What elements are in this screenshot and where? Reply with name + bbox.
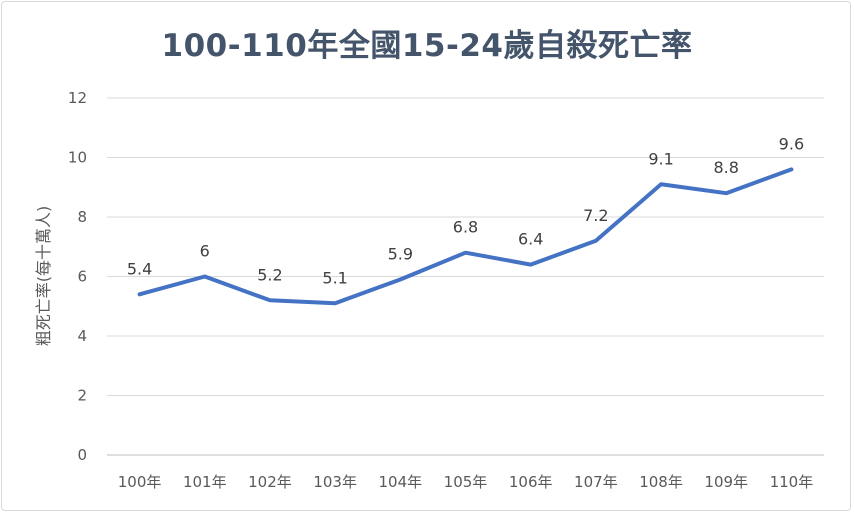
x-tick-label: 103年 xyxy=(313,473,357,491)
data-label: 9.6 xyxy=(779,134,804,153)
y-tick-label: 6 xyxy=(77,268,87,286)
data-label: 5.4 xyxy=(127,259,152,278)
data-label: 7.2 xyxy=(583,206,608,225)
data-label: 5.2 xyxy=(257,265,282,284)
data-label: 8.8 xyxy=(714,158,739,177)
x-tick-label: 106年 xyxy=(509,473,553,491)
data-label: 5.9 xyxy=(388,244,413,263)
data-label: 9.1 xyxy=(648,149,673,168)
y-tick-label: 2 xyxy=(77,387,87,405)
series xyxy=(137,167,794,306)
x-tick-label: 108年 xyxy=(639,473,683,491)
axes: 0 2 4 6 8 10 12 100年 101年 102年 103年 104年 105年 106年 107… xyxy=(68,89,824,491)
data-label: 6.4 xyxy=(518,230,543,249)
x-tick-label: 109年 xyxy=(704,473,748,491)
y-tick-label: 8 xyxy=(77,208,87,226)
y-tick-label: 0 xyxy=(77,446,87,464)
gridlines xyxy=(107,97,824,396)
y-tick-label: 4 xyxy=(77,327,87,345)
x-tick-label: 105年 xyxy=(444,473,488,491)
y-axis-title: 粗死亡率(每十萬人) xyxy=(34,206,53,347)
x-tick-label: 100年 xyxy=(118,473,162,491)
x-tick-label: 102年 xyxy=(248,473,292,491)
series-line xyxy=(137,167,794,306)
x-tick-label: 110年 xyxy=(770,473,814,491)
y-tick-label: 12 xyxy=(68,89,87,107)
data-label: 6 xyxy=(200,242,210,261)
data-label: 6.8 xyxy=(453,218,478,237)
x-tick-label: 107年 xyxy=(574,473,618,491)
x-tick-label: 104年 xyxy=(378,473,422,491)
data-labels: 5.4 6 5.2 5.1 5.9 6.8 6.4 7.2 9.1 8.8 9.6 xyxy=(127,134,804,287)
chart-title: 100-110年全國15-24歲自殺死亡率 xyxy=(161,28,693,64)
x-tick-label: 101年 xyxy=(183,473,227,491)
y-tick-label: 10 xyxy=(68,149,87,167)
data-label: 5.1 xyxy=(322,268,347,287)
